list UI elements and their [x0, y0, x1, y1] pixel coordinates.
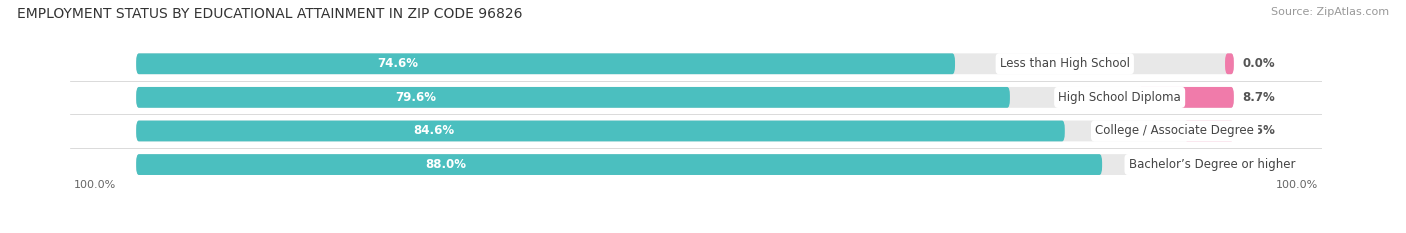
Text: EMPLOYMENT STATUS BY EDUCATIONAL ATTAINMENT IN ZIP CODE 96826: EMPLOYMENT STATUS BY EDUCATIONAL ATTAINM… — [17, 7, 523, 21]
Text: Bachelor’s Degree or higher: Bachelor’s Degree or higher — [1129, 158, 1295, 171]
FancyBboxPatch shape — [1219, 154, 1234, 175]
FancyBboxPatch shape — [136, 87, 1010, 108]
Text: College / Associate Degree: College / Associate Degree — [1095, 124, 1254, 137]
Text: 84.6%: 84.6% — [413, 124, 454, 137]
FancyBboxPatch shape — [136, 120, 1064, 141]
Text: 8.7%: 8.7% — [1243, 91, 1275, 104]
FancyBboxPatch shape — [1225, 53, 1234, 74]
FancyBboxPatch shape — [1184, 120, 1234, 141]
Text: 88.0%: 88.0% — [425, 158, 465, 171]
Text: 1.3%: 1.3% — [1243, 158, 1275, 171]
FancyBboxPatch shape — [136, 154, 1102, 175]
FancyBboxPatch shape — [136, 53, 955, 74]
Text: 100.0%: 100.0% — [73, 180, 115, 190]
Text: Source: ZipAtlas.com: Source: ZipAtlas.com — [1271, 7, 1389, 17]
FancyBboxPatch shape — [136, 53, 1234, 74]
Text: 4.5%: 4.5% — [1243, 124, 1275, 137]
FancyBboxPatch shape — [1139, 87, 1234, 108]
Text: Less than High School: Less than High School — [1000, 57, 1130, 70]
Text: 0.0%: 0.0% — [1243, 57, 1275, 70]
Text: 74.6%: 74.6% — [378, 57, 419, 70]
Text: 100.0%: 100.0% — [1277, 180, 1319, 190]
FancyBboxPatch shape — [136, 120, 1234, 141]
Text: 79.6%: 79.6% — [395, 91, 436, 104]
Text: High School Diploma: High School Diploma — [1059, 91, 1181, 104]
FancyBboxPatch shape — [136, 154, 1234, 175]
FancyBboxPatch shape — [136, 87, 1234, 108]
